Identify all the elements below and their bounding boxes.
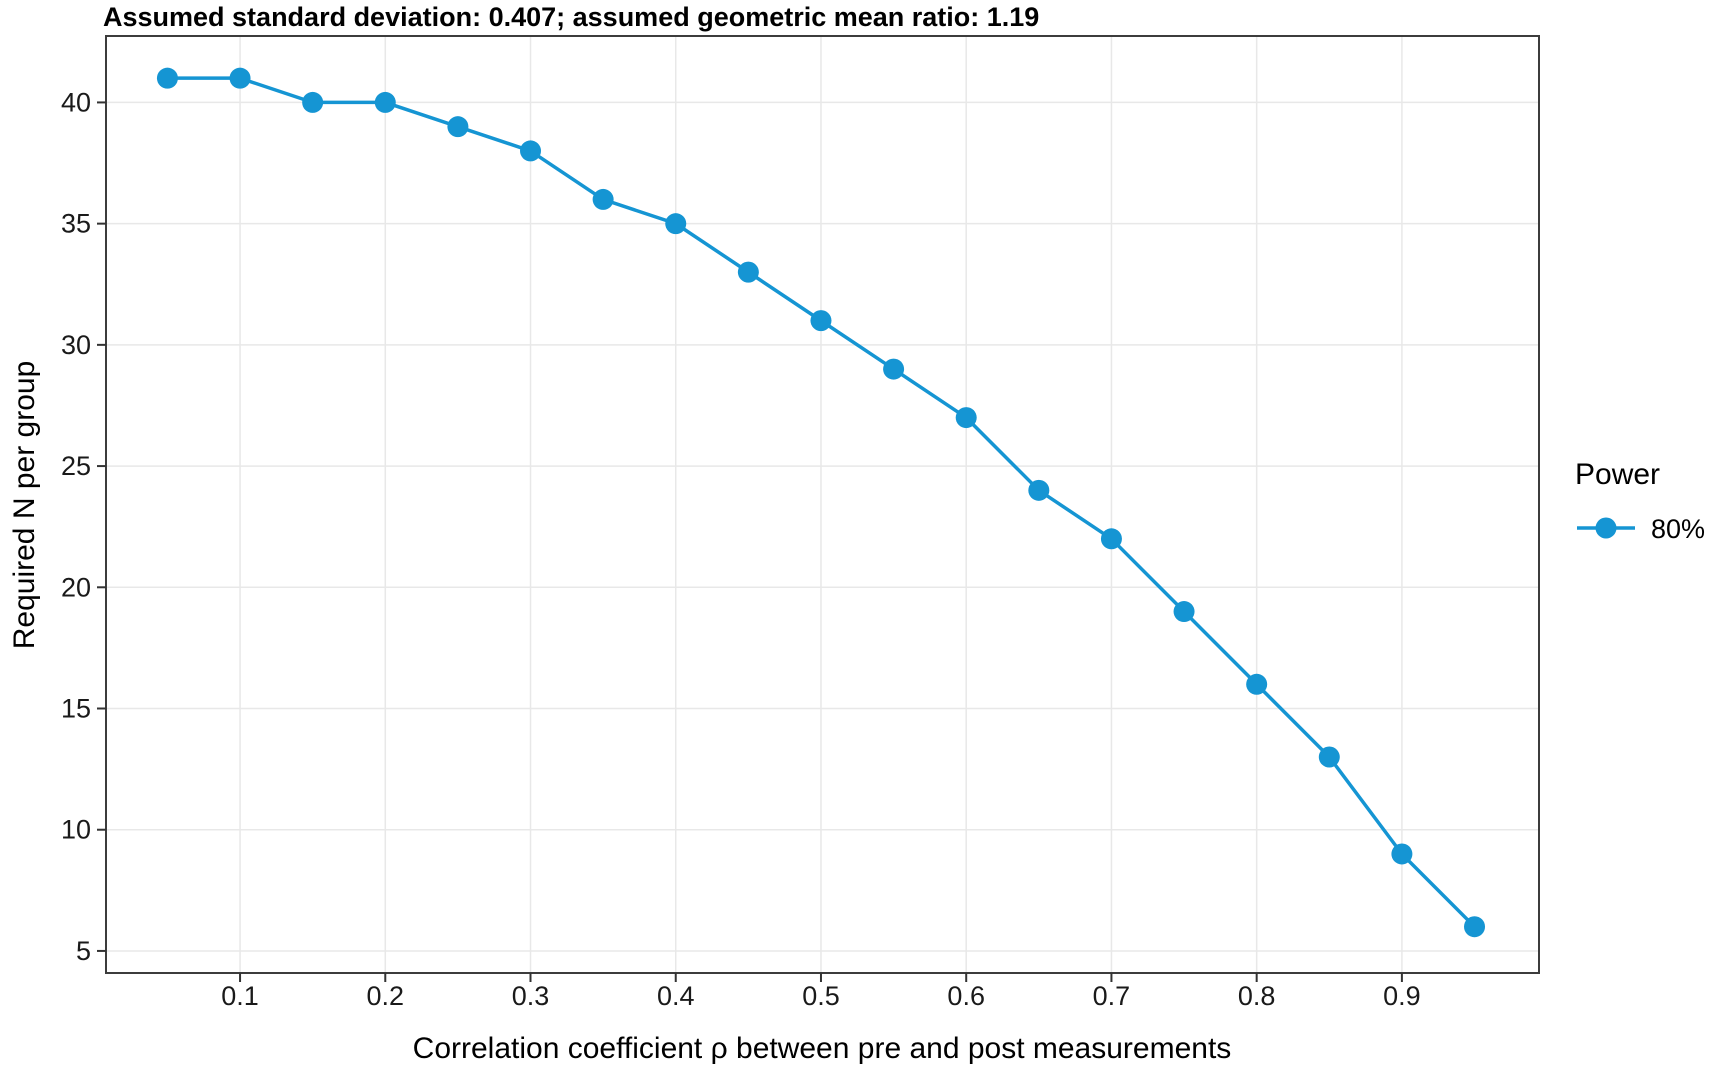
x-tick-label: 0.5 xyxy=(802,981,840,1011)
y-tick-label: 35 xyxy=(61,209,91,239)
data-point xyxy=(156,67,178,89)
data-point xyxy=(883,358,905,380)
legend-key xyxy=(1577,517,1635,539)
legend-title: Power xyxy=(1575,458,1660,491)
chart-title: Assumed standard deviation: 0.407; assum… xyxy=(103,2,1039,32)
panel-border xyxy=(105,35,1540,974)
data-point xyxy=(374,91,396,113)
legend-key-point-icon xyxy=(1595,517,1617,539)
y-tick-label: 5 xyxy=(76,936,91,966)
y-axis-title: Required N per group xyxy=(8,361,41,650)
data-point xyxy=(665,213,687,235)
data-point xyxy=(447,116,469,138)
y-tick-label: 40 xyxy=(61,87,91,117)
x-tick-label: 0.4 xyxy=(657,981,695,1011)
x-tick-labels: 0.1 0.2 0.3 0.4 0.5 0.6 0.7 0.8 0.9 xyxy=(221,981,1420,1011)
data-point xyxy=(229,67,251,89)
y-tick-label: 10 xyxy=(61,815,91,845)
x-tick-label: 0.6 xyxy=(947,981,985,1011)
x-tick-label: 0.3 xyxy=(512,981,550,1011)
data-point xyxy=(1246,673,1268,695)
y-tick-label: 20 xyxy=(61,572,91,602)
y-tick-labels: 5 10 15 20 25 30 35 40 xyxy=(61,87,91,966)
data-point xyxy=(810,310,832,332)
gridlines xyxy=(106,36,1539,973)
data-point xyxy=(1100,528,1122,550)
data-point xyxy=(302,91,324,113)
data-point xyxy=(592,188,614,210)
data-point xyxy=(955,407,977,429)
y-tick-label: 25 xyxy=(61,451,91,481)
data-point xyxy=(1464,916,1486,938)
data-point xyxy=(520,140,542,162)
y-tick-label: 15 xyxy=(61,694,91,724)
x-tick-label: 0.7 xyxy=(1093,981,1131,1011)
x-tick-label: 0.9 xyxy=(1383,981,1421,1011)
x-axis-title: Correlation coefficient ρ between pre an… xyxy=(413,1032,1232,1065)
x-tick-label: 0.1 xyxy=(221,981,259,1011)
x-tick-label: 0.2 xyxy=(367,981,405,1011)
axis-ticks xyxy=(97,101,1403,982)
data-point xyxy=(1318,746,1340,768)
y-tick-label: 30 xyxy=(61,330,91,360)
x-tick-label: 0.8 xyxy=(1238,981,1276,1011)
data-point xyxy=(1173,601,1195,623)
data-point xyxy=(1028,479,1050,501)
data-point xyxy=(737,261,759,283)
data-point xyxy=(1391,843,1413,865)
data-series-power-80 xyxy=(156,67,1486,938)
legend-item-label: 80% xyxy=(1651,514,1705,544)
legend: Power 80% xyxy=(1575,458,1705,544)
